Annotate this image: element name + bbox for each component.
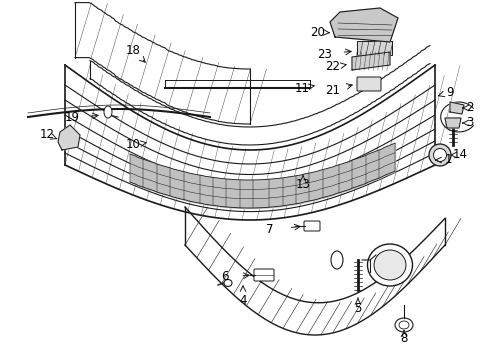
Text: 8: 8 — [400, 332, 407, 345]
Ellipse shape — [398, 321, 408, 329]
Text: 1: 1 — [443, 153, 451, 166]
Ellipse shape — [394, 318, 412, 332]
Text: 23: 23 — [317, 48, 332, 60]
Text: 6: 6 — [221, 270, 228, 284]
FancyBboxPatch shape — [253, 269, 273, 281]
FancyBboxPatch shape — [304, 221, 319, 231]
Polygon shape — [444, 118, 460, 128]
Text: 7: 7 — [265, 224, 273, 237]
Text: 4: 4 — [239, 293, 246, 306]
Text: 2: 2 — [465, 102, 473, 114]
Polygon shape — [58, 125, 80, 150]
Text: 5: 5 — [354, 301, 361, 315]
Text: 20: 20 — [310, 26, 325, 39]
FancyBboxPatch shape — [356, 77, 380, 91]
Text: 12: 12 — [40, 129, 54, 141]
Ellipse shape — [224, 279, 231, 287]
Text: 19: 19 — [64, 112, 80, 125]
Polygon shape — [351, 52, 389, 70]
Polygon shape — [449, 102, 463, 114]
Text: 21: 21 — [325, 84, 340, 96]
Ellipse shape — [373, 250, 405, 280]
Text: 18: 18 — [125, 44, 140, 57]
Text: 14: 14 — [451, 148, 467, 162]
Ellipse shape — [433, 148, 446, 162]
Text: 10: 10 — [125, 139, 140, 152]
Ellipse shape — [367, 244, 412, 286]
Ellipse shape — [330, 251, 342, 269]
Text: 3: 3 — [466, 117, 473, 130]
Text: 22: 22 — [325, 60, 340, 73]
Polygon shape — [329, 8, 397, 42]
Bar — [356, 41, 391, 55]
Text: 13: 13 — [295, 179, 310, 192]
Text: 11: 11 — [294, 81, 309, 94]
Text: 9: 9 — [446, 85, 453, 99]
Ellipse shape — [104, 106, 112, 118]
Ellipse shape — [428, 144, 450, 166]
